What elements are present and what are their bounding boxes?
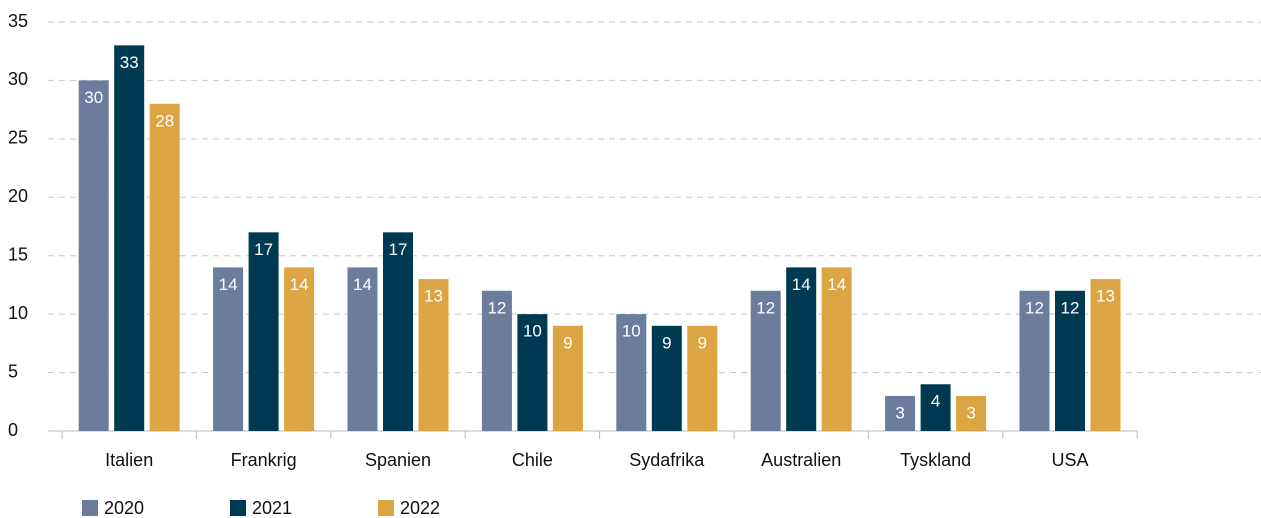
bar: [1090, 279, 1121, 431]
bar: [552, 325, 583, 431]
bar: [114, 45, 145, 431]
data-label: 9: [662, 333, 671, 352]
bar: [687, 325, 718, 431]
data-label: 14: [219, 275, 238, 294]
data-label: 12: [1025, 298, 1044, 317]
data-label: 9: [563, 333, 572, 352]
bar: [786, 267, 817, 431]
bar: [885, 395, 916, 431]
bar: [1055, 290, 1085, 431]
x-tick-label: Tyskland: [900, 450, 971, 470]
legend-label: 2022: [400, 498, 440, 518]
y-tick-label: 20: [8, 186, 28, 206]
bar: [517, 314, 548, 431]
data-label: 14: [827, 275, 846, 294]
y-tick-label: 5: [8, 361, 18, 381]
bar: [1019, 290, 1050, 431]
data-label: 28: [155, 111, 174, 130]
data-label: 33: [120, 53, 139, 72]
bar: [651, 325, 682, 431]
data-label: 17: [389, 240, 408, 259]
data-label: 13: [1096, 287, 1115, 306]
bar: [248, 232, 279, 431]
bar: [418, 279, 449, 431]
data-label: 9: [698, 333, 707, 352]
legend-label: 2021: [252, 498, 292, 518]
data-label: 3: [895, 403, 904, 422]
data-label: 10: [523, 322, 542, 341]
y-tick-label: 10: [8, 303, 28, 323]
x-tick-label: USA: [1051, 450, 1088, 470]
bar: [920, 384, 951, 431]
data-label: 13: [424, 287, 443, 306]
x-tick-label: Australien: [761, 450, 841, 470]
bar: [956, 395, 987, 431]
bar: [383, 232, 413, 431]
bar: [149, 103, 180, 432]
legend-swatch: [378, 500, 394, 516]
bar: [78, 80, 109, 431]
bar: [213, 267, 244, 431]
bar: [750, 290, 781, 431]
data-label: 14: [290, 275, 309, 294]
legend-swatch: [82, 500, 98, 516]
data-label: 12: [487, 298, 506, 317]
data-label: 14: [792, 275, 811, 294]
bar: [347, 267, 378, 431]
y-tick-label: 25: [8, 128, 28, 148]
legend-swatch: [230, 500, 246, 516]
data-label: 12: [756, 298, 775, 317]
x-tick-label: Italien: [105, 450, 153, 470]
bar: [284, 267, 315, 431]
data-label: 4: [931, 392, 940, 411]
bar: [616, 314, 647, 431]
data-label: 10: [622, 322, 641, 341]
x-tick-label: Frankrig: [231, 450, 297, 470]
y-tick-label: 30: [8, 69, 28, 89]
bar: [481, 290, 512, 431]
data-label: 30: [84, 88, 103, 107]
data-label: 17: [254, 240, 273, 259]
data-label: 14: [353, 275, 372, 294]
data-label: 3: [966, 403, 975, 422]
legend-label: 2020: [104, 498, 144, 518]
x-tick-label: Chile: [512, 450, 553, 470]
x-tick-label: Spanien: [365, 450, 431, 470]
y-tick-label: 15: [8, 244, 28, 264]
data-label: 12: [1061, 298, 1080, 317]
x-tick-label: Sydafrika: [629, 450, 705, 470]
y-tick-label: 0: [8, 420, 18, 440]
y-tick-label: 35: [8, 11, 28, 31]
bar: [821, 267, 852, 431]
